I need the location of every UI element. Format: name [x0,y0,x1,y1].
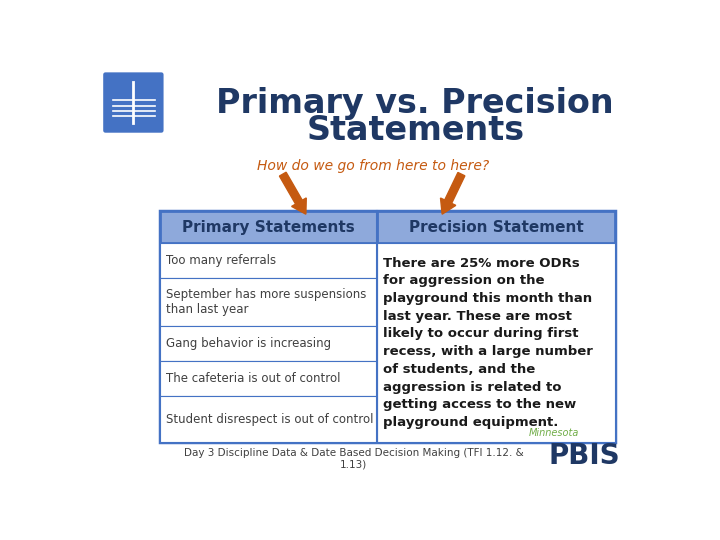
Text: Statements: Statements [306,114,524,147]
FancyBboxPatch shape [102,71,165,134]
FancyBboxPatch shape [160,396,377,442]
Text: Student disrespect is out of control: Student disrespect is out of control [166,413,373,426]
Text: PBIS: PBIS [549,442,621,470]
FancyBboxPatch shape [160,361,377,396]
FancyBboxPatch shape [160,279,377,326]
FancyArrow shape [441,172,465,214]
Text: playground this month than: playground this month than [383,292,592,305]
Text: The cafeteria is out of control: The cafeteria is out of control [166,372,341,385]
FancyBboxPatch shape [377,244,616,442]
Text: How do we go from here to here?: How do we go from here to here? [257,159,490,173]
Text: Primary Statements: Primary Statements [181,220,354,235]
FancyBboxPatch shape [160,211,616,442]
Text: last year. These are most: last year. These are most [383,310,572,323]
Text: Minnesota: Minnesota [528,428,579,438]
FancyBboxPatch shape [160,211,377,244]
FancyArrow shape [279,172,306,214]
Text: Precision Statement: Precision Statement [409,220,583,235]
Text: likely to occur during first: likely to occur during first [383,327,578,340]
Text: There are 25% more ODRs: There are 25% more ODRs [383,256,580,269]
Text: of students, and the: of students, and the [383,363,535,376]
Text: Primary vs. Precision: Primary vs. Precision [217,87,614,120]
FancyBboxPatch shape [160,326,377,361]
Text: Too many referrals: Too many referrals [166,254,276,267]
Text: playground equipment.: playground equipment. [383,416,558,429]
Text: September has more suspensions
than last year: September has more suspensions than last… [166,288,366,316]
Text: Gang behavior is increasing: Gang behavior is increasing [166,337,331,350]
FancyBboxPatch shape [160,244,377,279]
Text: Day 3 Discipline Data & Date Based Decision Making (TFI 1.12. &
1.13): Day 3 Discipline Data & Date Based Decis… [184,448,523,470]
Text: getting access to the new: getting access to the new [383,399,576,411]
FancyBboxPatch shape [377,211,616,244]
Text: aggression is related to: aggression is related to [383,381,562,394]
Text: recess, with a large number: recess, with a large number [383,345,593,358]
Text: for aggression on the: for aggression on the [383,274,544,287]
